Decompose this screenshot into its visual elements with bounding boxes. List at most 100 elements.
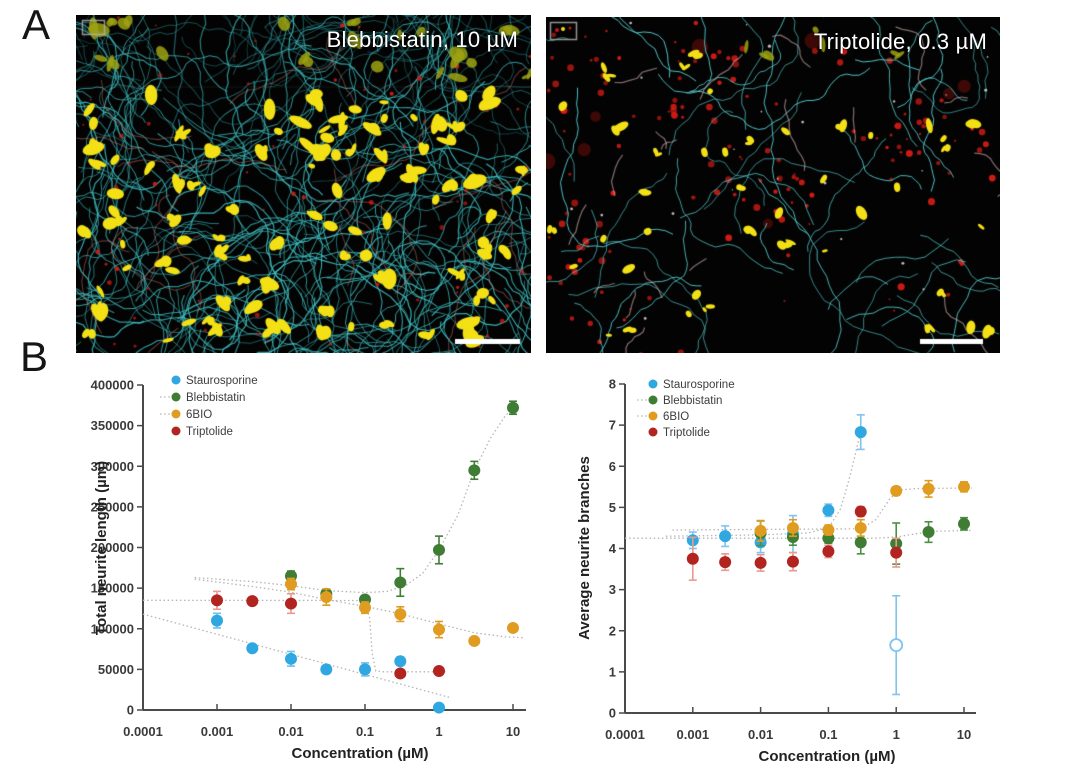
data-point-open <box>889 638 904 653</box>
x-tick-label: 10 <box>506 724 520 739</box>
legend-marker <box>171 426 181 436</box>
data-point <box>285 597 297 610</box>
data-point <box>922 482 935 495</box>
series-staurosporine <box>211 612 445 714</box>
x-axis-title: Concentration (µM) <box>759 748 896 765</box>
data-point <box>211 614 223 627</box>
legend-item-staurosporine: Staurosporine <box>648 379 735 391</box>
y-tick-label: 100000 <box>91 621 134 636</box>
data-point <box>433 543 445 556</box>
micrograph-blebbistatin: Blebbistatin, 10 µM <box>76 15 531 353</box>
y-tick-label: 250000 <box>91 499 134 514</box>
y-tick-label: 5 <box>609 500 616 515</box>
y-tick-label: 6 <box>609 459 616 474</box>
legend-marker <box>171 375 181 385</box>
legend-label: Staurosporine <box>186 375 258 387</box>
y-tick-label: 150000 <box>91 581 134 596</box>
fit-line-staurosporine <box>665 431 862 537</box>
legend-marker <box>648 379 658 389</box>
y-tick-label: 7 <box>609 418 616 433</box>
data-point <box>468 464 481 477</box>
data-point <box>468 634 481 647</box>
data-point <box>922 526 935 539</box>
data-point <box>719 530 732 543</box>
data-point <box>822 523 835 536</box>
legend-marker <box>648 395 658 405</box>
data-point <box>507 401 519 414</box>
y-axis-title: Total neurite length (µm) <box>93 461 110 635</box>
legend-item-blebbistatin: Blebbistatin <box>637 395 722 407</box>
y-tick-label: 0 <box>127 703 134 718</box>
data-point <box>433 623 445 636</box>
legend-marker <box>648 411 658 421</box>
data-point <box>320 663 333 676</box>
data-point <box>822 504 835 517</box>
data-point <box>854 426 867 439</box>
micrograph-triptolide: Triptolide, 0.3 µM <box>546 17 1000 353</box>
legend: Staurosporine Blebbistatin 6BIO Triptolide <box>637 379 735 439</box>
data-point <box>786 555 799 568</box>
panel-a-label: A <box>22 1 51 48</box>
legend-label: Blebbistatin <box>663 395 722 407</box>
data-point <box>890 484 903 497</box>
x-tick-label: 10 <box>957 727 971 742</box>
legend-label: Blebbistatin <box>186 392 245 404</box>
data-point <box>359 663 371 676</box>
legend-label: Staurosporine <box>663 379 735 391</box>
legend-item-triptolide: Triptolide <box>171 426 233 438</box>
data-point <box>394 608 407 621</box>
data-point <box>754 556 767 569</box>
x-axis-title: Concentration (µM) <box>292 745 429 762</box>
panel-b-label: B <box>20 333 49 380</box>
legend-label: Triptolide <box>186 426 233 438</box>
fit-line-6bio <box>672 487 972 531</box>
legend-label: Triptolide <box>663 427 710 439</box>
x-tick-label: 0.001 <box>677 727 710 742</box>
blebbistatin-image-canvas <box>76 15 531 353</box>
legend-item-staurosporine: Staurosporine <box>171 375 258 387</box>
data-point <box>507 621 519 634</box>
series-staurosporine <box>686 414 904 696</box>
data-point <box>754 524 767 537</box>
fit-lines <box>142 403 524 699</box>
y-tick-label: 3 <box>609 582 616 597</box>
x-tick-label: 0.01 <box>278 724 303 739</box>
data-point <box>890 546 903 559</box>
legend-item-triptolide: Triptolide <box>648 427 710 439</box>
y-tick-label: 200000 <box>91 540 134 555</box>
legend-item-6bio: 6BIO <box>637 411 689 423</box>
y-tick-label: 300000 <box>91 459 134 474</box>
fit-lines <box>625 431 972 539</box>
y-tick-label: 1 <box>609 664 616 679</box>
fit-line-triptolide <box>142 599 448 673</box>
data-point <box>433 701 445 714</box>
data-point <box>320 591 333 604</box>
legend-marker <box>171 409 181 419</box>
data-point <box>433 665 445 677</box>
series-6bio <box>754 479 970 542</box>
series-triptolide <box>686 505 903 581</box>
y-tick-label: 2 <box>609 623 616 638</box>
y-tick-label: 50000 <box>98 662 134 677</box>
data-point <box>211 594 223 607</box>
data-point <box>394 576 407 589</box>
axes: 0.0001 0.001 0.01 0.1 1 10 0 1 2 3 4 5 6 7 8 <box>605 377 976 742</box>
chart-average-neurite-branches: 0.0001 0.001 0.01 0.1 1 10 0 1 2 3 4 5 6 7 8 Concentrat… <box>576 377 976 765</box>
series-triptolide <box>211 590 445 680</box>
legend-marker <box>171 392 181 402</box>
x-tick-label: 0.1 <box>819 727 837 742</box>
legend-label: 6BIO <box>663 411 689 423</box>
data-point <box>394 655 407 668</box>
data-point <box>786 521 799 534</box>
data-point <box>246 642 259 655</box>
x-tick-label: 1 <box>893 727 900 742</box>
x-tick-label: 0.001 <box>201 724 234 739</box>
legend: Staurosporine Blebbistatin 6BIO Triptolide <box>160 375 258 438</box>
x-tick-label: 0.01 <box>748 727 773 742</box>
data-point <box>359 601 371 614</box>
series-blebbistatin <box>285 400 519 606</box>
legend-marker <box>648 427 658 437</box>
y-tick-label: 350000 <box>91 418 134 433</box>
fit-line-blebbistatin <box>194 403 520 594</box>
